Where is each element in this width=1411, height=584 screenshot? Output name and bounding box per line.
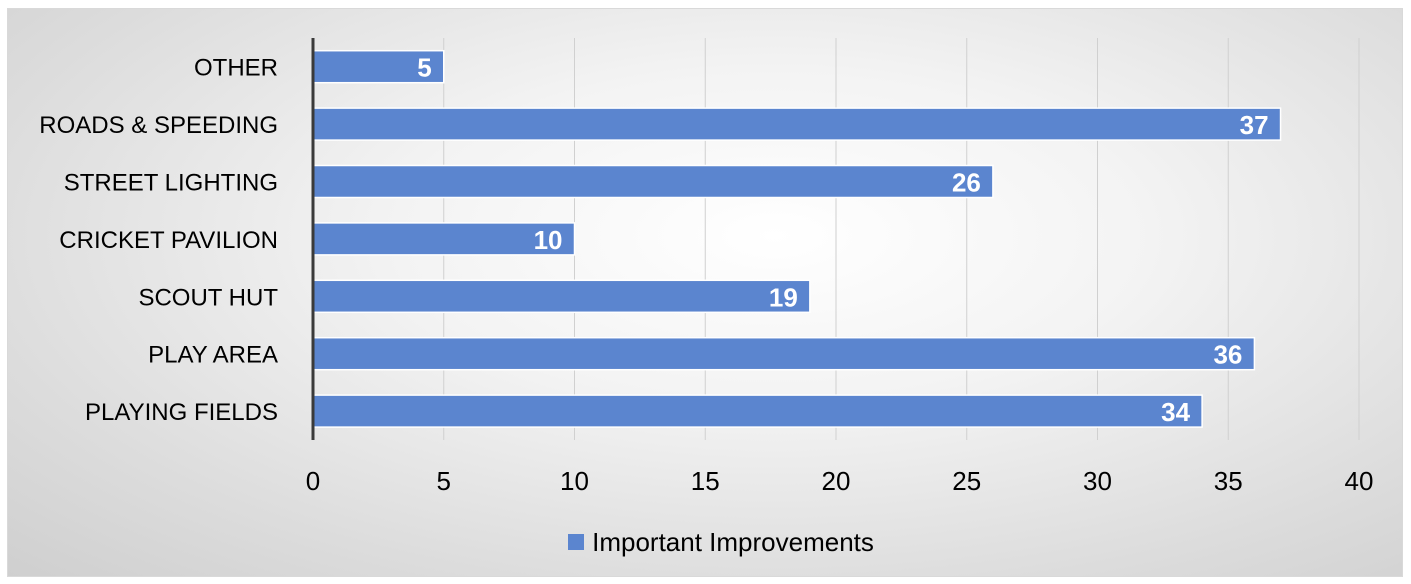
category-label: PLAYING FIELDS (85, 399, 278, 426)
data-label: 10 (534, 225, 563, 255)
legend: Important Improvements (518, 517, 924, 567)
bar (312, 336, 1256, 371)
data-label: 5 (417, 53, 431, 83)
labels: 0 5 10 15 20 25 30 35 40 OTHER 5 ROADS & SPEEDING 37… (39, 53, 1373, 496)
x-tick-label: 20 (822, 466, 851, 496)
legend-swatch (568, 534, 585, 550)
bar (312, 394, 1203, 428)
x-tick-label: 35 (1214, 466, 1243, 496)
grid-lines (443, 38, 1360, 440)
bar (312, 49, 445, 84)
bar (312, 279, 811, 314)
legend-label: Important Improvements (592, 526, 874, 557)
bar (312, 222, 576, 256)
x-tick-label: 30 (1083, 466, 1112, 496)
bar (312, 107, 1282, 141)
x-tick-label: 25 (952, 466, 981, 496)
x-tick-label: 10 (560, 466, 589, 496)
category-label: SCOUT HUT (138, 284, 278, 311)
data-label: 34 (1161, 397, 1190, 427)
data-label: 26 (952, 168, 981, 198)
bars (312, 49, 1282, 428)
category-label: OTHER (194, 55, 278, 82)
data-label: 36 (1213, 340, 1242, 370)
category-label: CRICKET PAVILION (59, 227, 278, 254)
x-tick-label: 15 (691, 466, 720, 496)
category-label: STREET LIGHTING (64, 170, 278, 197)
x-tick-label: 40 (1345, 466, 1374, 496)
bar (312, 164, 994, 199)
x-tick-label: 5 (437, 466, 451, 496)
category-label: ROADS & SPEEDING (39, 112, 278, 139)
data-label: 19 (769, 282, 798, 312)
x-tick-label: 0 (306, 466, 320, 496)
data-label: 37 (1240, 110, 1269, 140)
category-label: PLAY AREA (148, 342, 278, 369)
